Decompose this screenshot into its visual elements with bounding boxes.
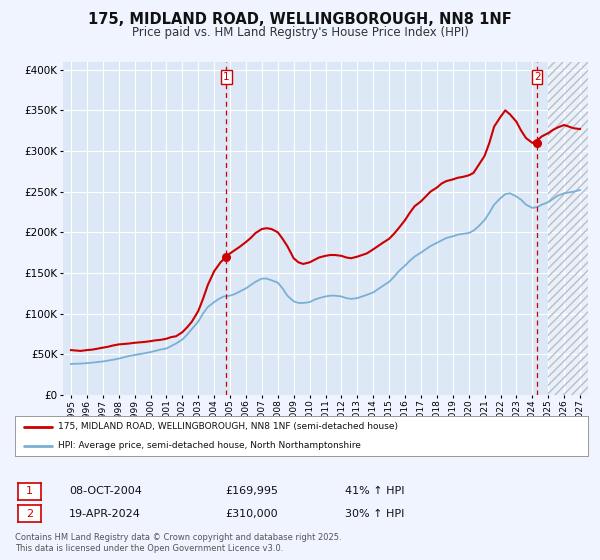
Text: £310,000: £310,000: [225, 508, 278, 519]
Text: £169,995: £169,995: [225, 486, 278, 496]
Text: Price paid vs. HM Land Registry's House Price Index (HPI): Price paid vs. HM Land Registry's House …: [131, 26, 469, 39]
Text: 41% ↑ HPI: 41% ↑ HPI: [345, 486, 404, 496]
Text: 2: 2: [26, 508, 33, 519]
Text: HPI: Average price, semi-detached house, North Northamptonshire: HPI: Average price, semi-detached house,…: [58, 441, 361, 450]
Text: 175, MIDLAND ROAD, WELLINGBOROUGH, NN8 1NF (semi-detached house): 175, MIDLAND ROAD, WELLINGBOROUGH, NN8 1…: [58, 422, 398, 431]
Text: Contains HM Land Registry data © Crown copyright and database right 2025.
This d: Contains HM Land Registry data © Crown c…: [15, 533, 341, 553]
Text: 2: 2: [534, 72, 541, 82]
Text: 1: 1: [223, 72, 230, 82]
Text: 1: 1: [26, 486, 33, 496]
Text: 08-OCT-2004: 08-OCT-2004: [69, 486, 142, 496]
Text: 30% ↑ HPI: 30% ↑ HPI: [345, 508, 404, 519]
Text: 19-APR-2024: 19-APR-2024: [69, 508, 141, 519]
Text: 175, MIDLAND ROAD, WELLINGBOROUGH, NN8 1NF: 175, MIDLAND ROAD, WELLINGBOROUGH, NN8 1…: [88, 12, 512, 27]
